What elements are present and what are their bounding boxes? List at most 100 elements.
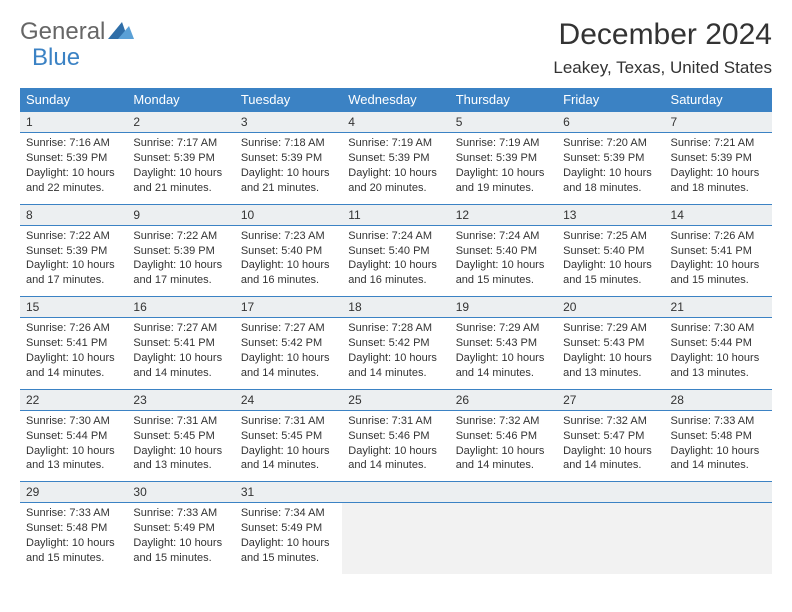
week-3-numbers: 22232425262728	[20, 389, 772, 410]
day-number-cell: 30	[127, 482, 234, 503]
sunset-text: Sunset: 5:42 PM	[241, 336, 336, 351]
day-number-cell: 6	[557, 112, 664, 133]
daylight-text: Daylight: 10 hours and 20 minutes.	[348, 166, 443, 196]
day-content-cell	[557, 503, 664, 574]
daylight-text: Daylight: 10 hours and 14 minutes.	[456, 444, 551, 474]
sunrise-text: Sunrise: 7:19 AM	[348, 136, 443, 151]
week-0-numbers: 1234567	[20, 112, 772, 133]
sunrise-text: Sunrise: 7:28 AM	[348, 321, 443, 336]
daylight-text: Daylight: 10 hours and 13 minutes.	[26, 444, 121, 474]
sunrise-text: Sunrise: 7:20 AM	[563, 136, 658, 151]
day-number-cell: 10	[235, 204, 342, 225]
day-number-cell: 20	[557, 297, 664, 318]
sunrise-text: Sunrise: 7:25 AM	[563, 229, 658, 244]
daylight-text: Daylight: 10 hours and 17 minutes.	[133, 258, 228, 288]
day-content-cell: Sunrise: 7:24 AMSunset: 5:40 PMDaylight:…	[450, 225, 557, 296]
sunrise-text: Sunrise: 7:31 AM	[348, 414, 443, 429]
day-number-cell: 11	[342, 204, 449, 225]
day-number-cell	[665, 482, 772, 503]
day-number-cell: 5	[450, 112, 557, 133]
daylight-text: Daylight: 10 hours and 19 minutes.	[456, 166, 551, 196]
sunrise-text: Sunrise: 7:34 AM	[241, 506, 336, 521]
sunrise-text: Sunrise: 7:33 AM	[133, 506, 228, 521]
day-content-cell: Sunrise: 7:32 AMSunset: 5:47 PMDaylight:…	[557, 410, 664, 481]
daylight-text: Daylight: 10 hours and 14 minutes.	[348, 351, 443, 381]
sunrise-text: Sunrise: 7:19 AM	[456, 136, 551, 151]
day-content-cell: Sunrise: 7:26 AMSunset: 5:41 PMDaylight:…	[665, 225, 772, 296]
sunrise-text: Sunrise: 7:17 AM	[133, 136, 228, 151]
sunrise-text: Sunrise: 7:29 AM	[456, 321, 551, 336]
day-content-cell: Sunrise: 7:33 AMSunset: 5:48 PMDaylight:…	[665, 410, 772, 481]
day-number-cell: 15	[20, 297, 127, 318]
day-number-cell: 29	[20, 482, 127, 503]
sunrise-text: Sunrise: 7:33 AM	[26, 506, 121, 521]
daylight-text: Daylight: 10 hours and 22 minutes.	[26, 166, 121, 196]
day-header-thursday: Thursday	[450, 88, 557, 112]
daylight-text: Daylight: 10 hours and 21 minutes.	[241, 166, 336, 196]
sunset-text: Sunset: 5:48 PM	[26, 521, 121, 536]
sunset-text: Sunset: 5:39 PM	[133, 244, 228, 259]
sunset-text: Sunset: 5:39 PM	[348, 151, 443, 166]
day-content-cell: Sunrise: 7:31 AMSunset: 5:45 PMDaylight:…	[235, 410, 342, 481]
day-content-cell: Sunrise: 7:16 AMSunset: 5:39 PMDaylight:…	[20, 133, 127, 204]
sunset-text: Sunset: 5:39 PM	[133, 151, 228, 166]
month-title: December 2024	[553, 18, 772, 52]
day-number-cell	[557, 482, 664, 503]
daylight-text: Daylight: 10 hours and 16 minutes.	[241, 258, 336, 288]
day-number-cell: 3	[235, 112, 342, 133]
day-content-cell: Sunrise: 7:28 AMSunset: 5:42 PMDaylight:…	[342, 318, 449, 389]
sunset-text: Sunset: 5:46 PM	[348, 429, 443, 444]
day-header-tuesday: Tuesday	[235, 88, 342, 112]
sunrise-text: Sunrise: 7:31 AM	[241, 414, 336, 429]
daylight-text: Daylight: 10 hours and 15 minutes.	[26, 536, 121, 566]
sunset-text: Sunset: 5:41 PM	[26, 336, 121, 351]
daylight-text: Daylight: 10 hours and 18 minutes.	[563, 166, 658, 196]
header: General December 2024 Leakey, Texas, Uni…	[20, 18, 772, 78]
week-3-content: Sunrise: 7:30 AMSunset: 5:44 PMDaylight:…	[20, 410, 772, 481]
sunset-text: Sunset: 5:39 PM	[26, 151, 121, 166]
day-content-cell: Sunrise: 7:33 AMSunset: 5:49 PMDaylight:…	[127, 503, 234, 574]
sunrise-text: Sunrise: 7:31 AM	[133, 414, 228, 429]
day-content-cell: Sunrise: 7:27 AMSunset: 5:42 PMDaylight:…	[235, 318, 342, 389]
daylight-text: Daylight: 10 hours and 18 minutes.	[671, 166, 766, 196]
day-content-cell: Sunrise: 7:29 AMSunset: 5:43 PMDaylight:…	[450, 318, 557, 389]
sunset-text: Sunset: 5:40 PM	[563, 244, 658, 259]
logo-triangle-icon	[108, 18, 134, 46]
logo-text-blue: Blue	[32, 44, 80, 72]
sunset-text: Sunset: 5:49 PM	[133, 521, 228, 536]
day-content-cell: Sunrise: 7:23 AMSunset: 5:40 PMDaylight:…	[235, 225, 342, 296]
sunrise-text: Sunrise: 7:30 AM	[26, 414, 121, 429]
sunrise-text: Sunrise: 7:22 AM	[133, 229, 228, 244]
day-number-cell	[342, 482, 449, 503]
week-1-numbers: 891011121314	[20, 204, 772, 225]
day-content-cell: Sunrise: 7:24 AMSunset: 5:40 PMDaylight:…	[342, 225, 449, 296]
day-number-cell: 2	[127, 112, 234, 133]
logo-text-general: General	[20, 18, 105, 46]
day-number-cell: 23	[127, 389, 234, 410]
day-number-cell: 18	[342, 297, 449, 318]
sunset-text: Sunset: 5:45 PM	[133, 429, 228, 444]
sunset-text: Sunset: 5:46 PM	[456, 429, 551, 444]
day-header-monday: Monday	[127, 88, 234, 112]
sunrise-text: Sunrise: 7:32 AM	[456, 414, 551, 429]
location-text: Leakey, Texas, United States	[553, 58, 772, 78]
day-content-cell: Sunrise: 7:33 AMSunset: 5:48 PMDaylight:…	[20, 503, 127, 574]
day-content-cell: Sunrise: 7:25 AMSunset: 5:40 PMDaylight:…	[557, 225, 664, 296]
daylight-text: Daylight: 10 hours and 14 minutes.	[348, 444, 443, 474]
day-number-cell: 27	[557, 389, 664, 410]
day-content-cell: Sunrise: 7:18 AMSunset: 5:39 PMDaylight:…	[235, 133, 342, 204]
day-header-friday: Friday	[557, 88, 664, 112]
daylight-text: Daylight: 10 hours and 16 minutes.	[348, 258, 443, 288]
day-content-cell: Sunrise: 7:34 AMSunset: 5:49 PMDaylight:…	[235, 503, 342, 574]
day-header-row: SundayMondayTuesdayWednesdayThursdayFrid…	[20, 88, 772, 112]
sunrise-text: Sunrise: 7:23 AM	[241, 229, 336, 244]
day-number-cell: 19	[450, 297, 557, 318]
day-number-cell: 24	[235, 389, 342, 410]
sunrise-text: Sunrise: 7:27 AM	[133, 321, 228, 336]
day-number-cell: 1	[20, 112, 127, 133]
day-number-cell: 4	[342, 112, 449, 133]
daylight-text: Daylight: 10 hours and 14 minutes.	[26, 351, 121, 381]
logo: General	[20, 18, 134, 46]
day-content-cell: Sunrise: 7:22 AMSunset: 5:39 PMDaylight:…	[127, 225, 234, 296]
day-header-saturday: Saturday	[665, 88, 772, 112]
